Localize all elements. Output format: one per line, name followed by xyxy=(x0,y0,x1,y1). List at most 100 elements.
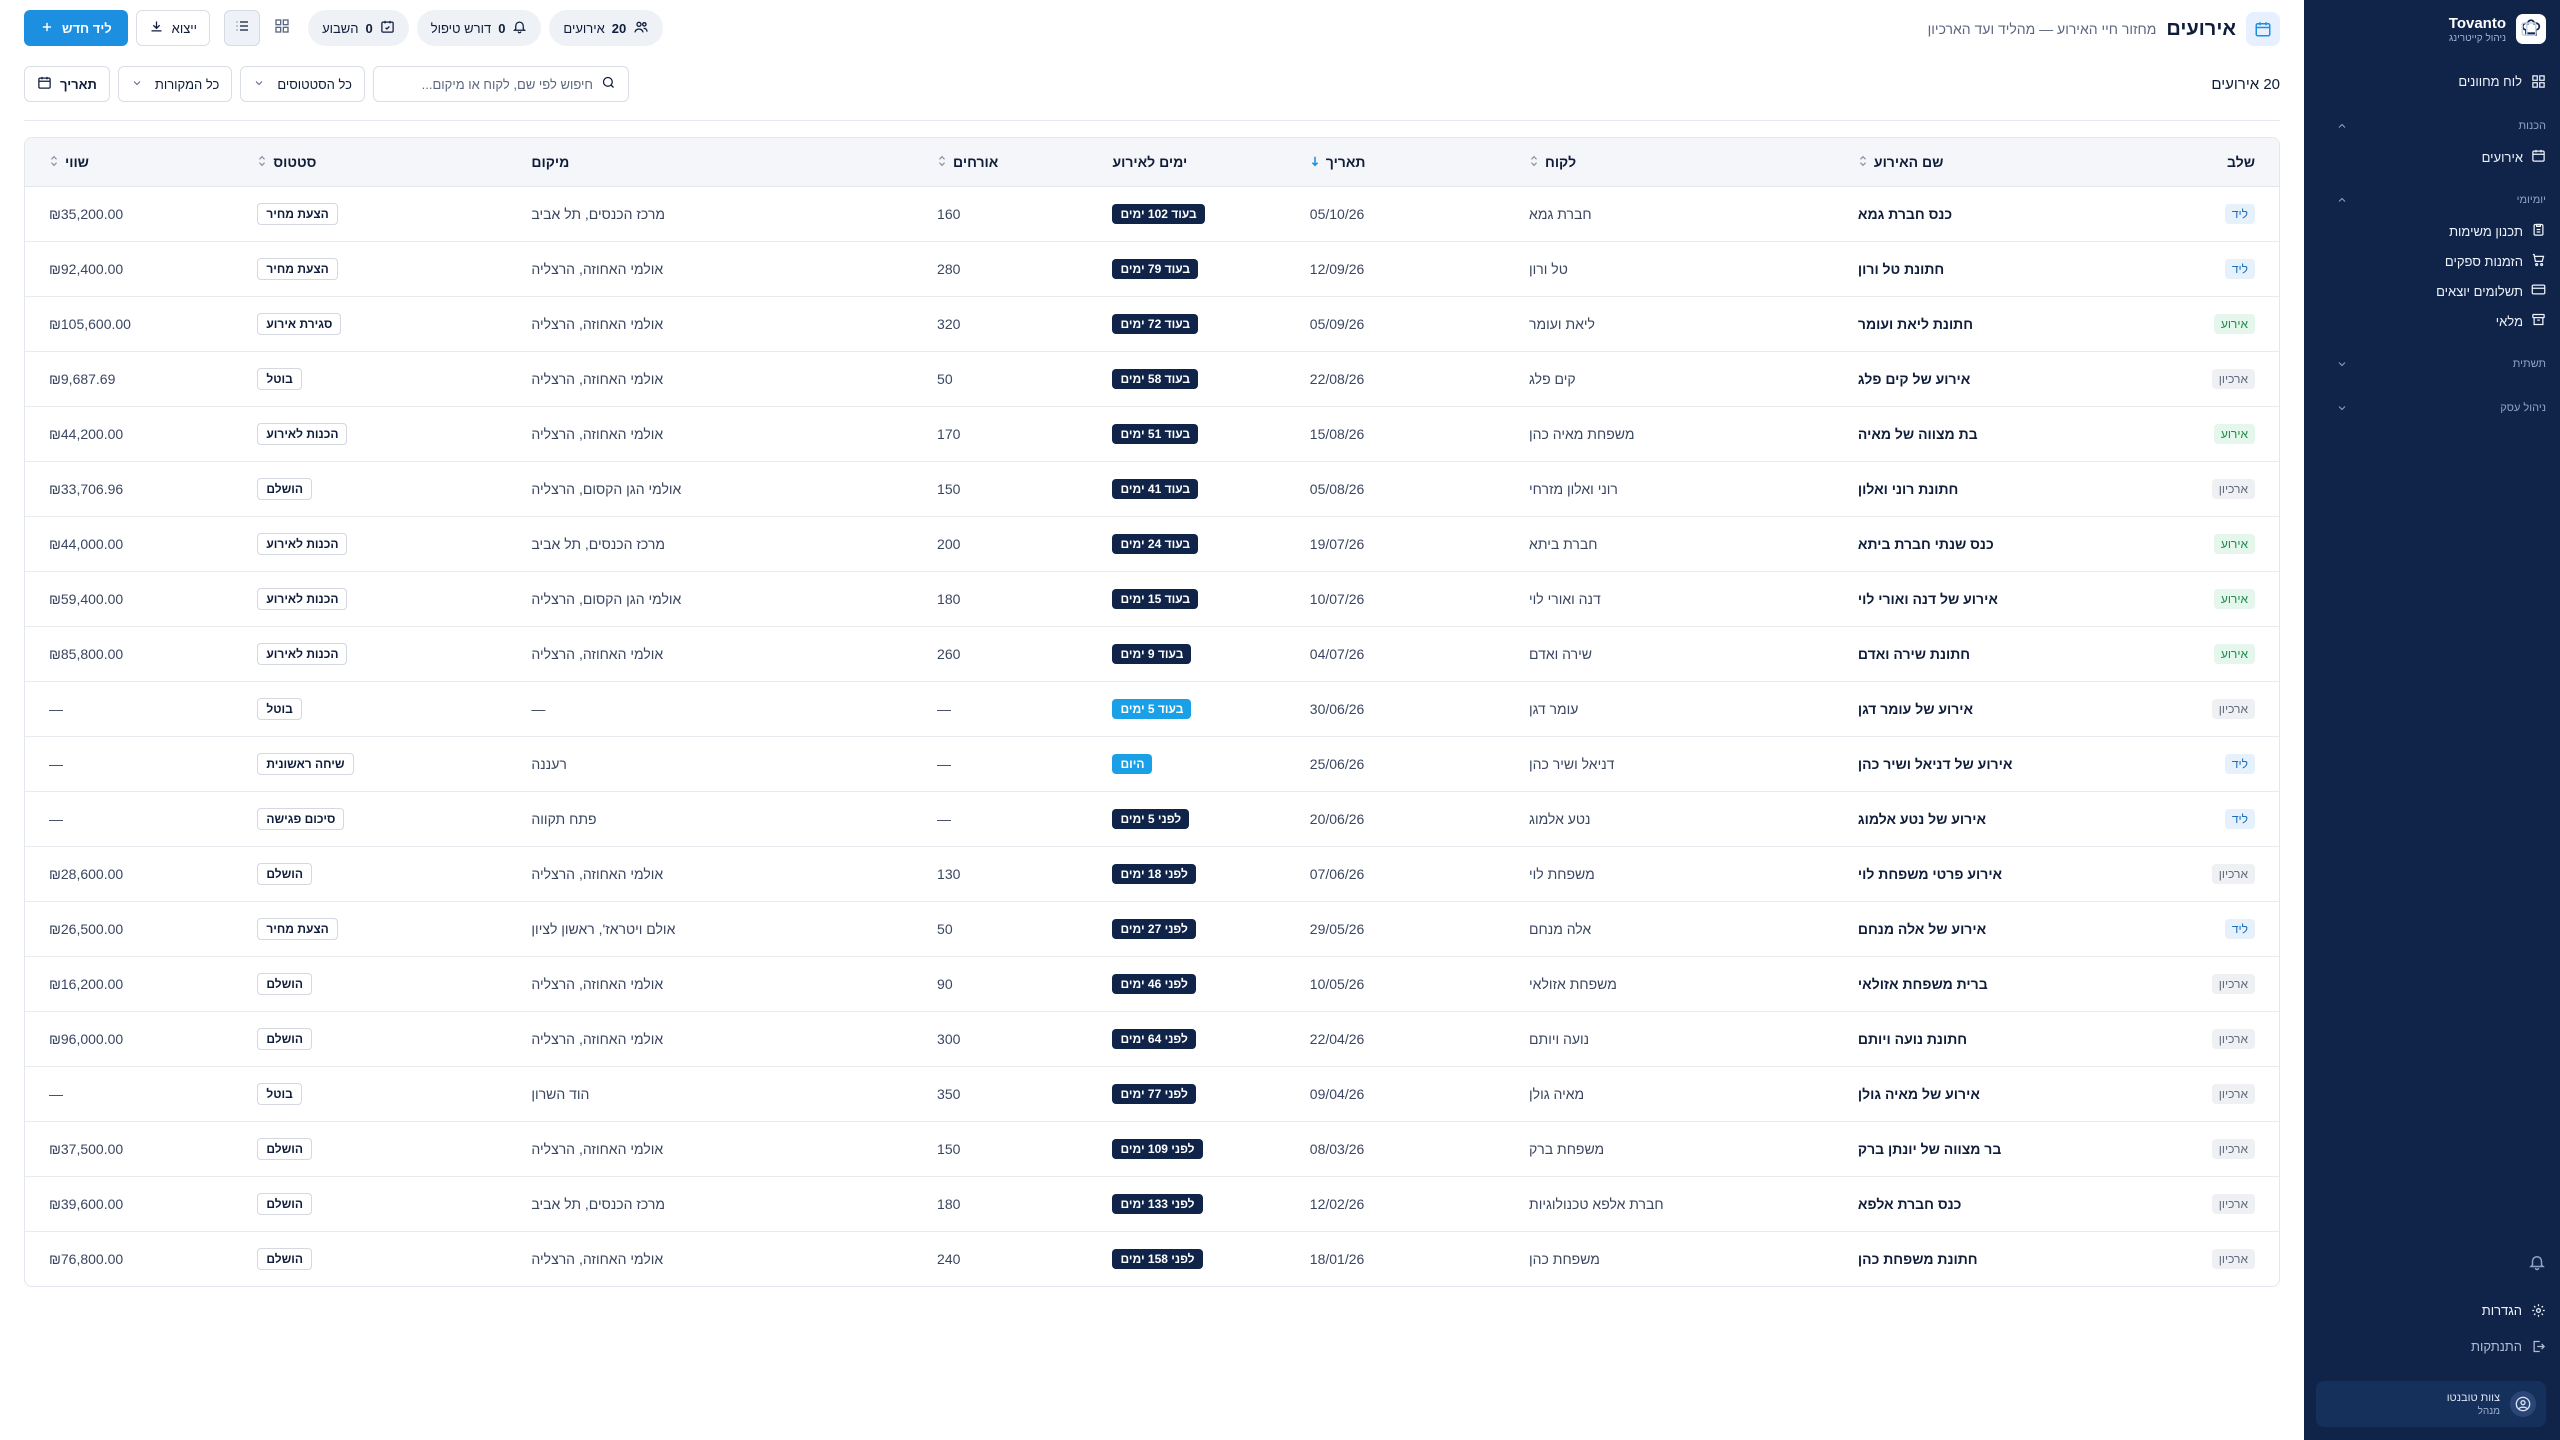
cell-event-name[interactable]: חתונת ליאת ועומר xyxy=(1857,315,1974,332)
table-row[interactable]: ארכיון חתונת משפחת כהן משפחת כהן 18/01/26 לפ… xyxy=(25,1231,2279,1286)
cell-event-name[interactable]: בר מצווה של יונתן ברק xyxy=(1857,1140,2002,1157)
table-row[interactable]: אירוע בת מצווה של מאיה משפחת מאיה כהן 15/08… xyxy=(25,406,2279,461)
chip-events[interactable]: 20 אירועים xyxy=(549,10,664,46)
cell-event-name[interactable]: אירוע פרטי משפחת לוי xyxy=(1857,865,2003,882)
export-button[interactable]: ייצוא xyxy=(135,10,211,46)
table-row[interactable]: ארכיון בר מצווה של יונתן ברק משפחת ברק 08/0… xyxy=(25,1121,2279,1176)
col-date[interactable]: תאריך xyxy=(1285,138,1506,187)
table-row[interactable]: אירוע אירוע של דנה ואורי לוי דנה ואורי לוי… xyxy=(25,571,2279,626)
days-badge: בעוד 51 ימים xyxy=(1112,423,1199,444)
cell-date: 25/06/26 xyxy=(1309,755,1365,772)
sidebar-item-tasks[interactable]: תכנון משימות xyxy=(2336,217,2546,245)
sidebar-group-infrastructure[interactable]: תשתית xyxy=(2336,354,2546,374)
list-view-button[interactable] xyxy=(224,10,261,46)
col-guests[interactable]: אורחים xyxy=(913,138,1089,187)
days-badge: לפני 133 ימים xyxy=(1112,1193,1203,1214)
col-client[interactable]: לקוח xyxy=(1505,138,1834,187)
plus-icon xyxy=(40,20,54,37)
sidebar-item-inventory[interactable]: מלאי xyxy=(2336,307,2546,335)
cell-guests: 50 xyxy=(937,370,953,387)
col-name[interactable]: שם האירוע xyxy=(1833,138,2119,187)
sidebar-item-settings[interactable]: הגדרות xyxy=(2336,1296,2546,1324)
sidebar-group-daily[interactable]: יומיומי xyxy=(2336,190,2546,210)
days-badge: היום xyxy=(1112,753,1153,774)
table-row[interactable]: ארכיון כנס חברת אלפא חברת אלפא טכנולוגיות 1… xyxy=(25,1176,2279,1231)
sidebar-item-dashboard[interactable]: לוח מחוונים xyxy=(2336,67,2546,95)
cell-event-name[interactable]: חתונת משפחת כהן xyxy=(1857,1250,1978,1267)
table-row[interactable]: אירוע כנס שנתי חברת ביתא חברת ביתא 19/07/26… xyxy=(25,516,2279,571)
table-row[interactable]: ארכיון אירוע של מאיה גולן מאיה גולן 09/04/2… xyxy=(25,1066,2279,1121)
sidebar-item-events[interactable]: אירועים xyxy=(2336,143,2546,171)
table-row[interactable]: ארכיון ברית משפחת אזולאי משפחת אזולאי 10/05… xyxy=(25,956,2279,1011)
cell-client: מאיה גולן xyxy=(1529,1085,1585,1102)
cell-event-name[interactable]: חתונת שירה ואדם xyxy=(1857,645,1971,662)
cell-stage: ארכיון xyxy=(2119,1176,2279,1231)
col-status[interactable]: סטטוס xyxy=(233,138,508,187)
stage-badge: ליד xyxy=(2224,258,2255,279)
cell-event-name[interactable]: אירוע של דנה ואורי לוי xyxy=(1857,590,1998,607)
table-row[interactable]: ליד אירוע של דניאל ושיר כהן דניאל ושיר כהן… xyxy=(25,736,2279,791)
cell-event-name[interactable]: אירוע של אלה מנחם xyxy=(1857,920,1987,937)
cell-event-name[interactable]: ברית משפחת אזולאי xyxy=(1857,975,1988,992)
days-badge: לפני 27 ימים xyxy=(1112,918,1196,939)
sidebar-toggle-icon[interactable] xyxy=(2520,20,2538,38)
cell-event-name[interactable]: אירוע של עומר דגן xyxy=(1857,700,1974,717)
sidebar-group-business[interactable]: ניהול עסק xyxy=(2336,398,2546,418)
cell-event-name[interactable]: אירוע של מאיה גולן xyxy=(1857,1085,1980,1102)
stage-badge: ארכיון xyxy=(2211,368,2255,389)
table-row[interactable]: ליד אירוע של נטע אלמוג נטע אלמוג 20/06/26 לפ… xyxy=(25,791,2279,846)
table-row[interactable]: ליד כנס חברת גמא חברת גמא 05/10/26 בעוד 102 … xyxy=(25,186,2279,241)
table-row[interactable]: ליד אירוע של אלה מנחם אלה מנחם 29/05/26 לפני… xyxy=(25,901,2279,956)
cell-status: בוטל xyxy=(233,1066,507,1121)
sidebar-item-logout[interactable]: התנתקות xyxy=(2336,1332,2546,1360)
table-row[interactable]: ארכיון אירוע של עומר דגן עומר דגן 30/06/26 ב… xyxy=(25,681,2279,736)
table-row[interactable]: ארכיון חתונת נועה ויותם נועה ויותם 22/04/26… xyxy=(25,1011,2279,1066)
sidebar-item-payments[interactable]: תשלומים יוצאים xyxy=(2336,277,2546,305)
cell-event-name[interactable]: כנס חברת גמא xyxy=(1857,205,1953,222)
sidebar-item-label: אירועים xyxy=(2481,149,2523,165)
logout-icon xyxy=(2530,1338,2546,1354)
cell-event-name[interactable]: כנס שנתי חברת ביתא xyxy=(1857,535,1994,552)
cell-event-name[interactable]: אירוע של נטע אלמוג xyxy=(1857,810,1986,827)
cell-event-name[interactable]: אירוע של קים פלג xyxy=(1857,370,1971,387)
cell-guests: 90 xyxy=(937,975,953,992)
grid-view-button[interactable] xyxy=(264,10,300,46)
cell-days: בעוד 51 ימים xyxy=(1088,406,1285,461)
new-lead-button[interactable]: ליד חדש xyxy=(24,10,128,46)
table-row[interactable]: ארכיון אירוע פרטי משפחת לוי משפחת לוי 07/06… xyxy=(25,846,2279,901)
cell-event-name[interactable]: בת מצווה של מאיה xyxy=(1857,425,1978,442)
table-row[interactable]: ארכיון אירוע של קים פלג קים פלג 22/08/26 בעו… xyxy=(25,351,2279,406)
source-filter-select[interactable]: כל המקורות xyxy=(117,66,233,102)
cell-status: הושלם xyxy=(233,1011,507,1066)
chip-this-week[interactable]: 0 השבוע xyxy=(308,10,409,46)
status-filter-select[interactable]: כל הסטטוסים xyxy=(240,66,365,102)
days-badge: לפני 18 ימים xyxy=(1112,863,1196,884)
cell-event-name[interactable]: אירוע של דניאל ושיר כהן xyxy=(1857,755,2013,772)
col-value[interactable]: שווי xyxy=(25,138,234,187)
table-row[interactable]: אירוע חתונת ליאת ועומר ליאת ועומר 05/09/26 ב… xyxy=(25,296,2279,351)
cell-guests: 180 xyxy=(937,590,961,607)
user-profile[interactable]: צוות טובנטו מנהל xyxy=(2316,1381,2546,1427)
cell-event-name[interactable]: חתונת טל ורון xyxy=(1857,260,1945,277)
chip-needs-attention[interactable]: 0 דורש טיפול xyxy=(416,10,542,46)
cell-event-name[interactable]: חתונת נועה ויותם xyxy=(1857,1030,1968,1047)
sidebar-item-supplier-orders[interactable]: הזמנות ספקים xyxy=(2336,247,2546,275)
date-filter-button[interactable]: תאריך xyxy=(24,66,110,102)
table-row[interactable]: אירוע חתונת שירה ואדם שירה ואדם 04/07/26 בעו… xyxy=(25,626,2279,681)
table-row[interactable]: ארכיון חתונת רוני ואלון רוני ואלון מזרחי 05… xyxy=(25,461,2279,516)
search-input[interactable]: חיפוש לפי שם, לקוח או מיקום... xyxy=(372,66,629,102)
cell-location: אולם ויטראז', ראשון לציון xyxy=(531,920,676,937)
cell-days: בעוד 72 ימים xyxy=(1088,296,1285,351)
bell-icon[interactable] xyxy=(2528,1253,2546,1271)
cell-event-name[interactable]: חתונת רוני ואלון xyxy=(1857,480,1959,497)
cell-event-name[interactable]: כנס חברת אלפא xyxy=(1857,1195,1962,1212)
brand[interactable]: Tovanto ניהול קייטרינג xyxy=(2449,14,2546,44)
export-label: ייצוא xyxy=(171,20,198,36)
cell-stage: אירוע xyxy=(2119,626,2279,681)
sidebar-group-prep[interactable]: הכנות xyxy=(2336,116,2546,136)
table-row[interactable]: ליד חתונת טל ורון טל ורון 12/09/26 בעוד 79 י… xyxy=(25,241,2279,296)
cell-date: 20/06/26 xyxy=(1309,810,1365,827)
title-area: אירועים מחזור חיי האירוע — מהליד ועד האר… xyxy=(1928,12,2280,46)
status-badge: הכנות לאירוע xyxy=(257,587,348,610)
stage-badge: ארכיון xyxy=(2211,1248,2255,1269)
